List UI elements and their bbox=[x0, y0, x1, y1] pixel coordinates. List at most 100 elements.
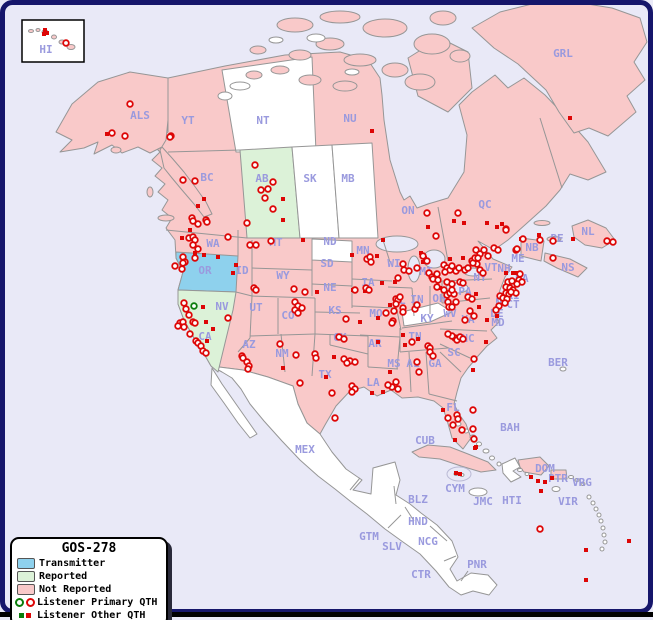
listener-other-qth-dot bbox=[485, 318, 489, 322]
region-label-YT: YT bbox=[181, 114, 195, 127]
listener-primary-qth-dot bbox=[394, 385, 402, 393]
listener-other-qth-dot bbox=[393, 280, 397, 284]
listener-primary-qth-dot bbox=[392, 300, 400, 308]
listener-primary-qth-dot bbox=[549, 254, 557, 262]
listener-primary-qth-dot bbox=[108, 129, 116, 137]
listener-primary-qth-dot bbox=[191, 254, 199, 262]
state-border-19 bbox=[351, 305, 397, 309]
arctic-w3 bbox=[344, 68, 360, 76]
listener-primary-qth-dot bbox=[484, 252, 492, 260]
region-label-NCG: NCG bbox=[418, 535, 438, 548]
region-label-OR: OR bbox=[198, 264, 212, 277]
legend-item-primary-qth: Listener Primary QTH bbox=[15, 596, 161, 608]
region-label-UT: UT bbox=[249, 301, 263, 314]
arctic-1 bbox=[276, 17, 314, 33]
listener-primary-qth-dot bbox=[423, 257, 431, 265]
listener-other-qth-dot bbox=[350, 253, 354, 257]
listener-primary-qth-dot bbox=[399, 260, 407, 268]
listener-other-qth-dot bbox=[42, 32, 46, 36]
listener-other-qth-dot bbox=[216, 255, 220, 259]
other-qth-square-icon bbox=[19, 612, 24, 618]
listener-other-qth-dot bbox=[416, 337, 420, 341]
state-border-48 bbox=[404, 506, 415, 522]
listener-primary-qth-dot bbox=[194, 245, 202, 253]
listener-primary-qth-dot bbox=[433, 270, 441, 278]
state-border-0 bbox=[167, 149, 241, 153]
state-border-49 bbox=[387, 514, 402, 529]
region-label-GRL: GRL bbox=[553, 47, 573, 60]
state-border-5 bbox=[251, 267, 313, 271]
listener-other-qth-dot bbox=[550, 476, 554, 480]
region-label-OH: OH bbox=[432, 292, 445, 305]
listener-other-qth-dot bbox=[281, 197, 285, 201]
vir-1 bbox=[551, 486, 561, 492]
listener-other-qth-dot bbox=[539, 489, 543, 493]
listener-primary-qth-dot bbox=[267, 237, 275, 245]
state-border-47 bbox=[393, 485, 397, 505]
listener-other-qth-dot bbox=[511, 271, 515, 275]
listener-primary-qth-dot bbox=[413, 301, 421, 309]
listener-primary-qth-dot bbox=[166, 133, 174, 141]
listener-primary-qth-dot bbox=[549, 237, 557, 245]
bermuda bbox=[559, 366, 567, 372]
arctic-6 bbox=[288, 49, 312, 61]
listener-other-qth-dot bbox=[324, 375, 328, 379]
listener-other-qth-dot bbox=[504, 271, 508, 275]
region-CA bbox=[177, 289, 237, 373]
listener-primary-qth-dot bbox=[342, 315, 350, 323]
bah-9 bbox=[524, 472, 530, 476]
listener-primary-qth-dot bbox=[448, 286, 456, 294]
listener-primary-qth-dot bbox=[186, 330, 194, 338]
listener-primary-qth-dot bbox=[432, 232, 440, 240]
state-border-50 bbox=[429, 525, 448, 542]
lake-superior bbox=[375, 235, 419, 253]
region-label-NV: NV bbox=[215, 300, 229, 313]
listener-primary-qth-dot bbox=[194, 220, 202, 228]
listener-other-qth-dot bbox=[461, 256, 465, 260]
state-border-26 bbox=[401, 320, 453, 329]
region-label-NU: NU bbox=[343, 112, 357, 125]
listener-other-qth-dot bbox=[458, 472, 462, 476]
primary-qth-ring-icon bbox=[26, 597, 35, 607]
listener-primary-qth-dot bbox=[392, 378, 400, 386]
listener-other-qth-dot bbox=[234, 263, 238, 267]
listener-other-qth-dot bbox=[500, 222, 504, 226]
state-border-32 bbox=[359, 334, 401, 338]
listener-primary-qth-dot bbox=[180, 299, 188, 307]
region-label-PTR: PTR bbox=[548, 472, 568, 485]
listener-primary-qth-dot bbox=[413, 264, 421, 272]
state-border-22 bbox=[387, 286, 413, 289]
listener-other-qth-dot bbox=[188, 228, 192, 232]
arctic-w2 bbox=[268, 36, 284, 44]
state-border-13 bbox=[280, 333, 286, 373]
listener-primary-qth-dot bbox=[179, 176, 187, 184]
listener-other-qth-dot bbox=[180, 236, 184, 240]
region-label-MD: MD bbox=[491, 316, 505, 329]
listener-primary-qth-dot bbox=[468, 295, 476, 303]
listener-primary-qth-dot bbox=[440, 286, 448, 294]
listener-other-qth-dot bbox=[627, 539, 631, 543]
region-label-VRG: VRG bbox=[572, 476, 592, 489]
state-border-31 bbox=[428, 393, 458, 402]
listener-primary-qth-dot bbox=[603, 237, 611, 245]
listener-primary-qth-dot bbox=[191, 177, 199, 185]
listener-primary-qth-dot bbox=[469, 406, 477, 414]
listener-primary-qth-dot bbox=[455, 264, 463, 272]
arctic-7 bbox=[343, 53, 377, 67]
listener-primary-qth-dot bbox=[448, 262, 456, 270]
region-label-PNR: PNR bbox=[467, 558, 487, 571]
state-border-44 bbox=[437, 206, 449, 262]
listener-primary-qth-dot bbox=[224, 233, 232, 241]
region-label-CO: CO bbox=[281, 309, 295, 322]
listener-primary-qth-dot bbox=[441, 268, 449, 276]
listener-primary-qth-dot bbox=[459, 279, 467, 287]
legend-swatch-reported bbox=[17, 570, 35, 582]
listener-other-qth-dot bbox=[495, 225, 499, 229]
queen-charlotte bbox=[146, 186, 154, 198]
listener-other-qth-dot bbox=[471, 368, 475, 372]
region-label-NL: NL bbox=[581, 225, 595, 238]
arctic-15 bbox=[429, 10, 457, 26]
listener-primary-qth-dot bbox=[189, 217, 197, 225]
listener-primary-qth-dot bbox=[191, 319, 199, 327]
listener-primary-qth-dot bbox=[294, 309, 302, 317]
